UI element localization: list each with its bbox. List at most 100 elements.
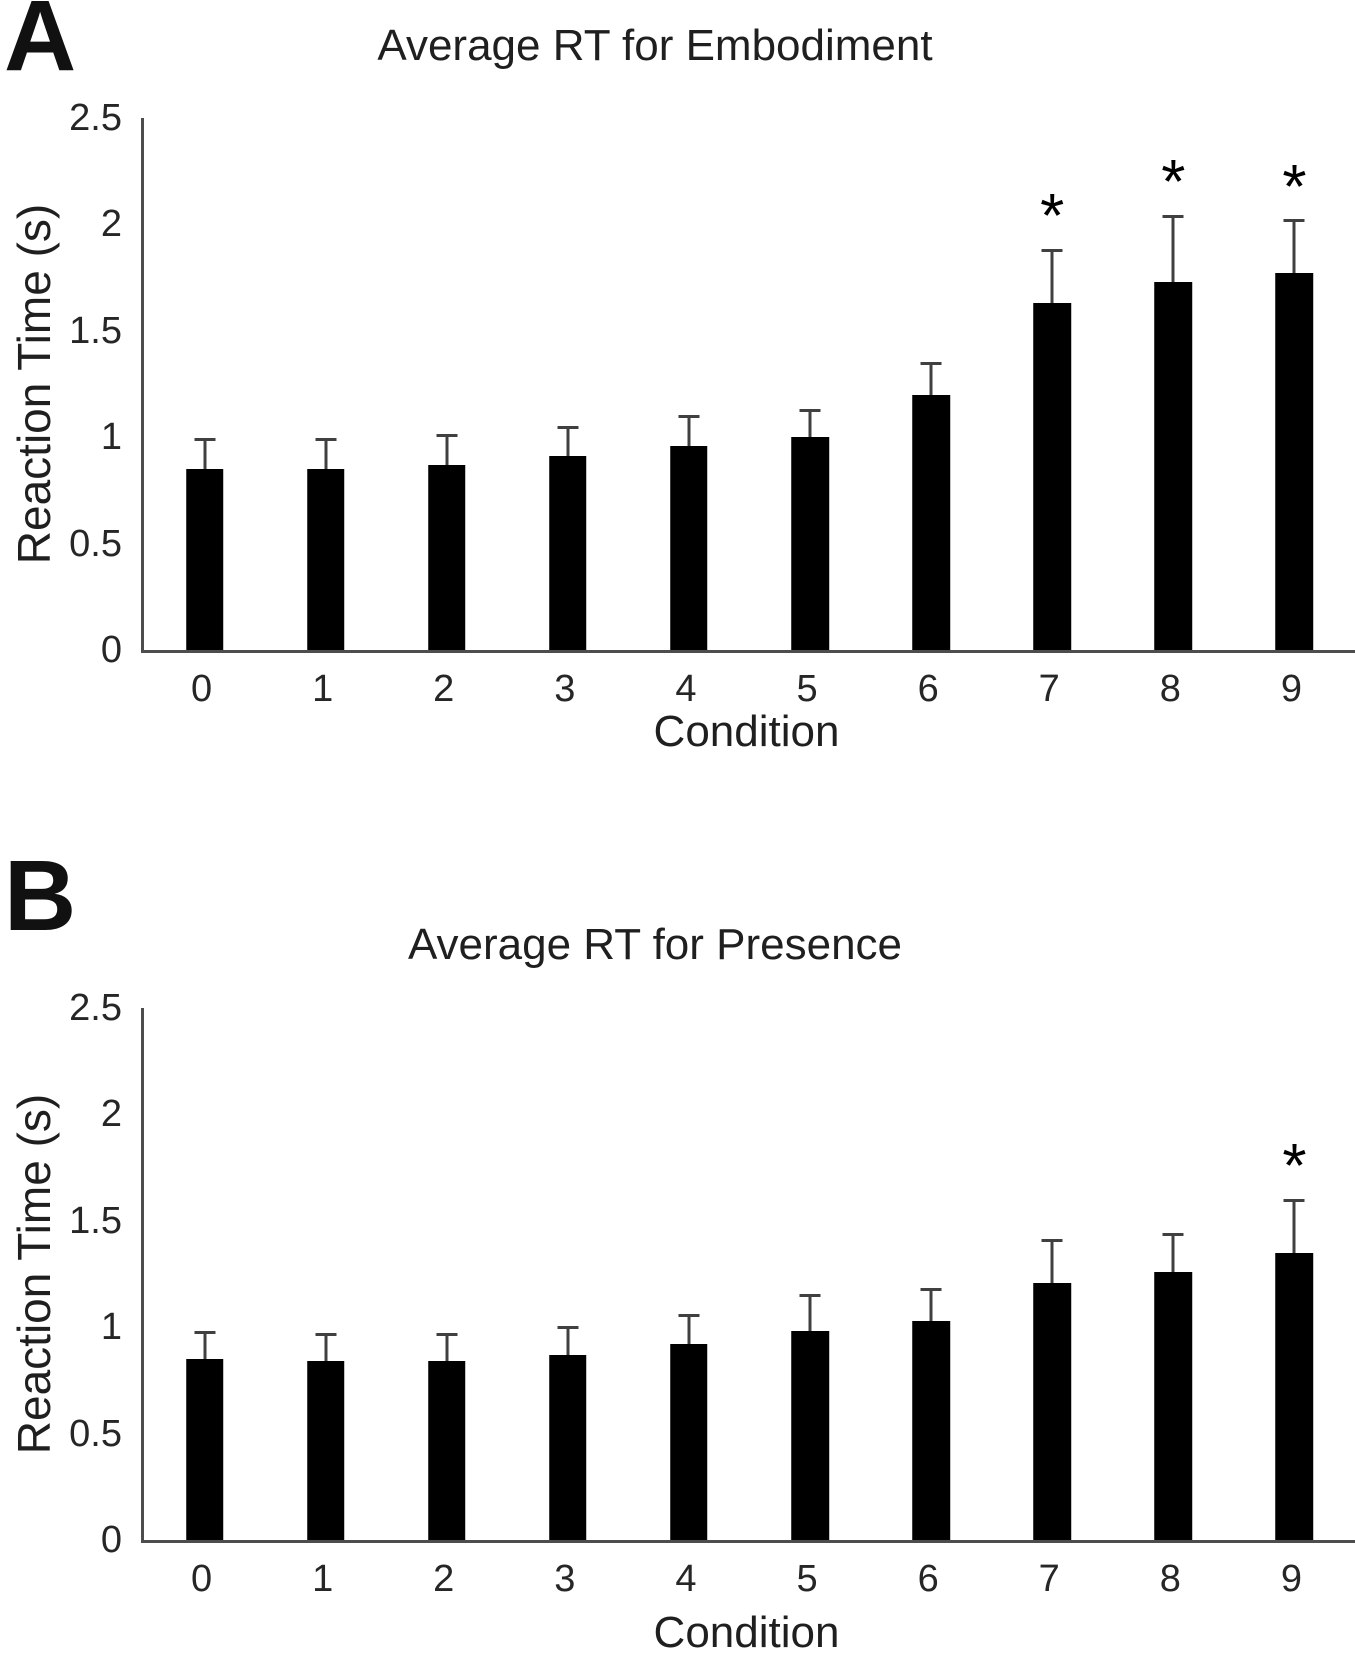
- bar: [912, 394, 950, 650]
- bar-group-condition-5: [750, 118, 871, 650]
- y-tick-label: 1: [100, 1306, 122, 1349]
- significance-asterisk: *: [1282, 152, 1307, 222]
- chart-a-title: Average RT for Embodiment: [377, 21, 933, 70]
- bar-group-condition-5: [750, 1008, 871, 1540]
- error-bar-stem: [566, 1329, 570, 1355]
- bar-group-condition-3: [507, 118, 628, 650]
- error-bar: [678, 415, 700, 446]
- bar-group-condition-1: [265, 1008, 386, 1540]
- y-tick-label: 2.5: [69, 97, 122, 139]
- bar: [427, 1361, 466, 1540]
- bar-group-condition-9: *: [1234, 1008, 1355, 1540]
- bar-group-condition-7: *: [992, 118, 1113, 650]
- panel-a-label: A: [4, 0, 77, 92]
- error-bar-stem: [1171, 1235, 1175, 1272]
- error-bar: [1162, 215, 1184, 282]
- bar: [791, 1331, 829, 1540]
- error-bar-stem: [808, 1297, 812, 1332]
- chart-a-y-axis-ticks: 0 0.5 1 1.5 2 2.5: [0, 99, 122, 669]
- bar: [1275, 1252, 1314, 1540]
- x-tick-label: 9: [1280, 668, 1303, 710]
- x-tick-label: 1: [312, 1558, 334, 1600]
- x-tick-label: 4: [675, 1558, 697, 1600]
- bar: [912, 1320, 950, 1540]
- y-tick-label: 0: [100, 629, 122, 671]
- bar-group-condition-7: [992, 1008, 1113, 1540]
- significance-asterisk: *: [1161, 148, 1186, 218]
- error-bar-stem: [929, 364, 933, 395]
- error-bar: [194, 438, 216, 470]
- error-bar: [1162, 1232, 1184, 1272]
- bar: [549, 1354, 587, 1540]
- bar-group-condition-0: [144, 118, 265, 650]
- error-bar-stem: [203, 1333, 207, 1360]
- bar-group-condition-4: [628, 118, 749, 650]
- bar: [1275, 273, 1314, 650]
- error-bar: [920, 1288, 942, 1321]
- error-bar: [436, 434, 458, 465]
- bar: [1033, 1282, 1071, 1540]
- error-bar: [678, 1313, 700, 1345]
- bar-group-condition-6: [871, 1008, 992, 1540]
- bar-group-condition-6: [871, 118, 992, 650]
- chart-a-plot-area: * * *: [141, 118, 1355, 653]
- error-bar: [315, 1332, 337, 1362]
- x-tick-label: 5: [796, 668, 818, 710]
- bar-group-condition-3: [507, 1008, 628, 1540]
- error-bar: [799, 408, 821, 438]
- chart-a-x-axis-ticks: 0 1 2 3 4 5 6 7 8 9: [141, 668, 1352, 710]
- error-bar: [557, 425, 579, 457]
- error-bar-stem: [808, 411, 812, 438]
- bar: [306, 469, 345, 650]
- bar: [1154, 1271, 1193, 1540]
- error-bar-stem: [929, 1291, 933, 1321]
- bar-group-condition-2: [386, 1008, 507, 1540]
- error-bar-stem: [445, 437, 449, 465]
- x-tick-label: 5: [796, 1558, 818, 1600]
- bar-group-condition-8: *: [1113, 118, 1234, 650]
- error-bar-stem: [1292, 1201, 1296, 1253]
- x-tick-label: 2: [433, 1558, 455, 1600]
- y-tick-label: 2.5: [69, 987, 122, 1029]
- chart-b-plot-area: *: [141, 1008, 1355, 1543]
- bar: [185, 469, 224, 650]
- x-tick-label: 6: [917, 668, 939, 710]
- bar: [670, 1344, 708, 1540]
- bar-group-condition-8: [1113, 1008, 1234, 1540]
- bar: [427, 464, 466, 650]
- x-tick-label: 8: [1159, 668, 1181, 710]
- significance-asterisk: *: [1282, 1131, 1307, 1201]
- bar: [185, 1359, 224, 1540]
- error-bar-stem: [324, 441, 328, 470]
- error-bar: [1283, 219, 1305, 274]
- error-bar-stem: [1050, 252, 1054, 304]
- chart-b-title: Average RT for Presence: [407, 920, 903, 969]
- chart-b-x-axis-ticks: 0 1 2 3 4 5 6 7 8 9: [141, 1558, 1352, 1600]
- significance-asterisk: *: [1040, 182, 1065, 252]
- x-tick-label: 9: [1280, 1558, 1303, 1600]
- error-bar-stem: [566, 428, 570, 457]
- bar: [1154, 281, 1193, 650]
- y-tick-label: 1.5: [69, 309, 122, 352]
- bar: [1033, 303, 1071, 650]
- error-bar-stem: [1050, 1242, 1054, 1283]
- bar-group-condition-2: [386, 118, 507, 650]
- error-bar: [315, 438, 337, 470]
- bar-group-condition-9: *: [1234, 118, 1355, 650]
- chart-b-x-axis-label: Condition: [653, 1608, 840, 1657]
- chart-b-y-axis-ticks: 0 0.5 1 1.5 2 2.5: [0, 989, 122, 1559]
- x-tick-label: 6: [917, 1558, 939, 1600]
- error-bar-stem: [324, 1335, 328, 1362]
- error-bar-stem: [445, 1335, 449, 1362]
- x-tick-label: 7: [1038, 1558, 1060, 1600]
- x-tick-label: 4: [675, 668, 697, 710]
- y-tick-label: 0: [100, 1519, 122, 1561]
- error-bar: [920, 361, 942, 395]
- y-tick-label: 2: [100, 203, 122, 246]
- y-tick-label: 0.5: [69, 522, 122, 565]
- y-tick-label: 2: [100, 1093, 122, 1136]
- error-bar-stem: [203, 441, 207, 470]
- error-bar: [1041, 1239, 1063, 1283]
- panel-b-label: B: [4, 840, 77, 952]
- x-tick-label: 2: [433, 668, 455, 710]
